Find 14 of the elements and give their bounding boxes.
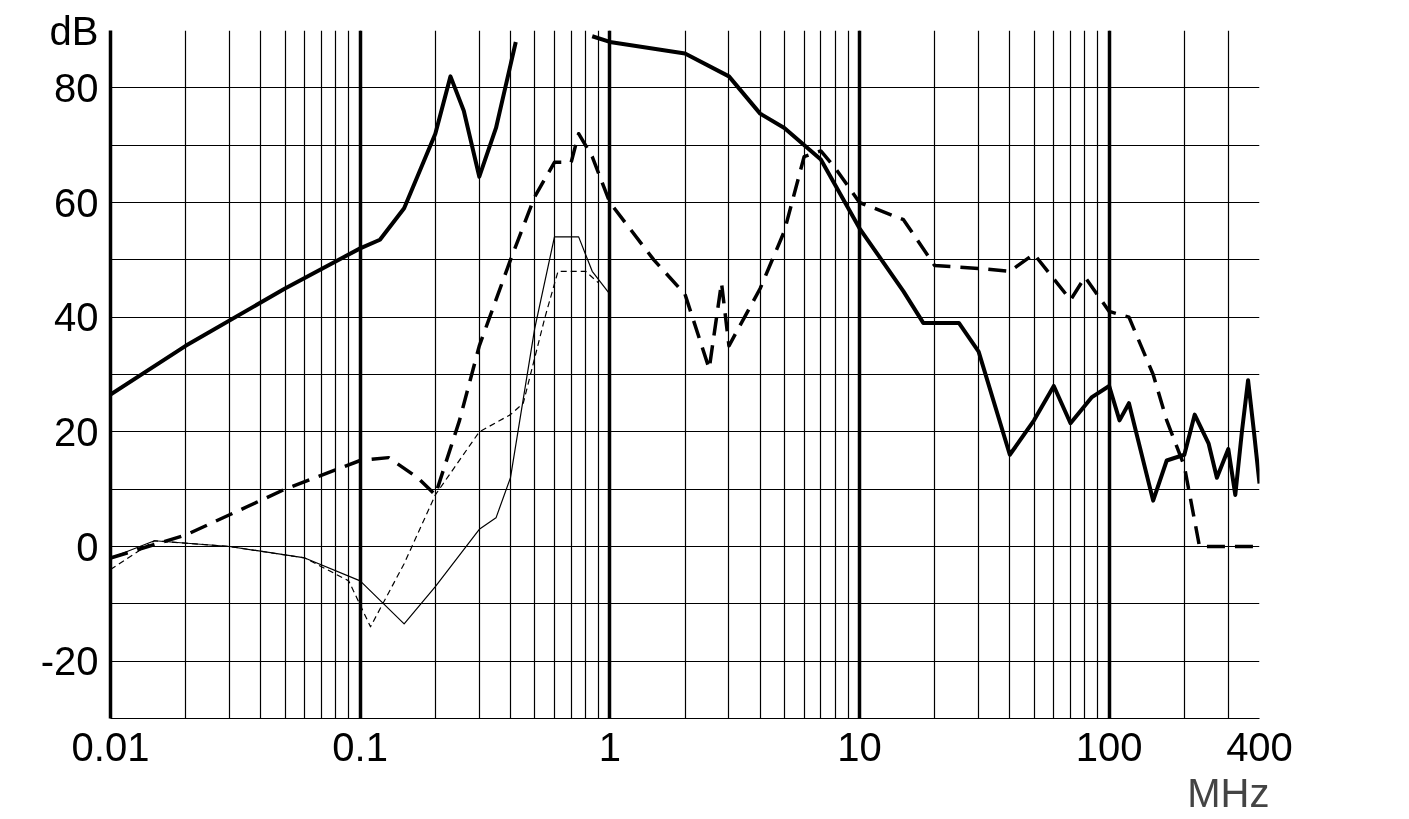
y-tick-label: 60 xyxy=(54,180,99,225)
x-tick-label: 10 xyxy=(837,724,882,769)
x-tick-label: 100 xyxy=(1075,724,1143,769)
y-tick-label: -20 xyxy=(40,639,99,684)
y-axis-title: dB xyxy=(49,8,99,53)
y-tick-label: 40 xyxy=(54,295,99,340)
x-tick-label: 0.01 xyxy=(71,724,150,769)
y-tick-label: 80 xyxy=(54,65,99,110)
x-tick-label: 0.1 xyxy=(332,724,388,769)
y-tick-label: 0 xyxy=(76,524,99,569)
x-axis-title: MHz xyxy=(1187,770,1270,815)
x-tick-label: 1 xyxy=(598,724,621,769)
y-tick-label: 20 xyxy=(54,409,99,454)
x-tick-label: 400 xyxy=(1226,724,1293,769)
